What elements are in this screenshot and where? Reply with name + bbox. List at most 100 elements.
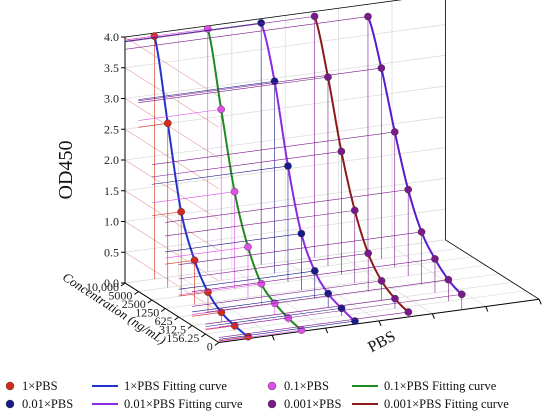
dropline [178, 231, 422, 266]
data-point [431, 255, 439, 263]
z-tick [431, 313, 435, 319]
y-tick-label: 3.0 [104, 92, 119, 106]
fitting-curve [367, 16, 463, 296]
data-layer [124, 12, 466, 342]
data-point [364, 249, 372, 258]
data-point [203, 25, 212, 33]
left-wall-gridline [124, 98, 219, 159]
z-tick [378, 320, 382, 327]
box-edge [124, 0, 403, 38]
dropline [218, 311, 409, 338]
data-point [163, 119, 172, 128]
legend-label: 0.1×PBS Fitting curve [384, 379, 497, 393]
dropline [191, 280, 382, 307]
fitting-curve [313, 16, 410, 313]
dropline [124, 22, 262, 42]
data-point [204, 288, 212, 296]
series-2 [124, 25, 306, 342]
dropline [165, 246, 249, 259]
legend-marker [267, 399, 277, 409]
data-point [364, 12, 372, 21]
x-tick-label: 10,000 [86, 280, 119, 294]
y-tick-label: 0.0 [104, 276, 119, 290]
dropline [151, 191, 235, 204]
legend-marker [267, 381, 277, 391]
data-point [377, 64, 386, 72]
y-axis-label: OD450 [55, 141, 77, 200]
y-tick-label: 3.5 [104, 61, 119, 75]
dropline [138, 109, 222, 121]
z-axis-label: PBS [365, 328, 398, 356]
dropline [218, 294, 462, 328]
data-point [390, 128, 399, 136]
data-point [444, 275, 453, 284]
y-tick-label: 4.0 [104, 30, 119, 44]
dropline [138, 76, 329, 103]
x-tick-label: 1250 [135, 306, 159, 320]
x-tick [187, 325, 193, 329]
dropline [178, 253, 369, 280]
dropline [151, 165, 289, 185]
x-axis-line [124, 282, 220, 343]
data-point [244, 243, 252, 251]
data-point [230, 187, 239, 196]
dropline [205, 325, 235, 330]
data-point [351, 317, 359, 325]
dropline [165, 233, 302, 253]
dropline [178, 270, 315, 290]
dropline [178, 283, 262, 296]
data-point [417, 228, 426, 236]
data-point [457, 290, 466, 299]
data-point [284, 162, 292, 170]
dropline [178, 291, 209, 297]
legend-label: 1×PBS [22, 379, 58, 393]
y-tick-label: 1.0 [104, 215, 119, 229]
legend-label: 0.001×PBS [284, 397, 341, 411]
legend-entry: 0.001×PBS 0.001×PBS Fitting curve [267, 397, 509, 411]
data-point [404, 185, 412, 194]
legend-label: 0.01×PBS [22, 397, 73, 411]
data-point [404, 308, 413, 316]
x-tick [214, 342, 220, 346]
data-point [177, 207, 185, 216]
legend-label: 0.01×PBS Fitting curve [124, 397, 243, 411]
z-tick [271, 335, 275, 341]
series-1 [124, 32, 252, 341]
legend-marker [5, 381, 15, 391]
dropline [191, 312, 222, 317]
dropline [124, 16, 315, 43]
x-tick [134, 291, 139, 295]
dropline [138, 67, 382, 102]
fitting-curve [206, 28, 303, 331]
legend-entry: 0.01×PBS 0.01×PBS Fitting curve [5, 397, 243, 411]
legend: 1×PBS 1×PBS Fitting curve 0.1×PBS 0.1×PBS F… [5, 379, 509, 411]
z-tick [538, 299, 542, 305]
legend-entry: 1×PBS 1×PBS Fitting curve [5, 379, 227, 393]
x-tick [174, 316, 179, 321]
dropline [165, 259, 195, 265]
dropline [205, 279, 449, 313]
dropline [218, 329, 302, 342]
left-wall-gridline [124, 159, 219, 220]
floor-gridline [391, 246, 486, 307]
x-tick-label: 2500 [122, 297, 146, 311]
grid-layer [124, 0, 540, 343]
x-tick-label: 156.25 [166, 331, 199, 345]
left-wall-gridline [124, 190, 219, 251]
dropline [205, 307, 342, 327]
y-tick-label: 2.5 [104, 122, 119, 136]
left-wall-gridline [124, 251, 219, 313]
dropline [205, 298, 396, 325]
dropline [165, 189, 409, 223]
floor-gridline [338, 253, 433, 314]
dropline [138, 123, 168, 128]
dropline [151, 151, 342, 178]
data-point [391, 294, 399, 303]
legend-label: 0.1×PBS [284, 379, 329, 393]
x-tick [160, 308, 166, 312]
x-tick [147, 299, 153, 304]
data-point [324, 73, 332, 81]
floor-gridline [178, 275, 273, 336]
y-tick-label: 1.5 [104, 184, 119, 198]
data-point [270, 77, 279, 86]
